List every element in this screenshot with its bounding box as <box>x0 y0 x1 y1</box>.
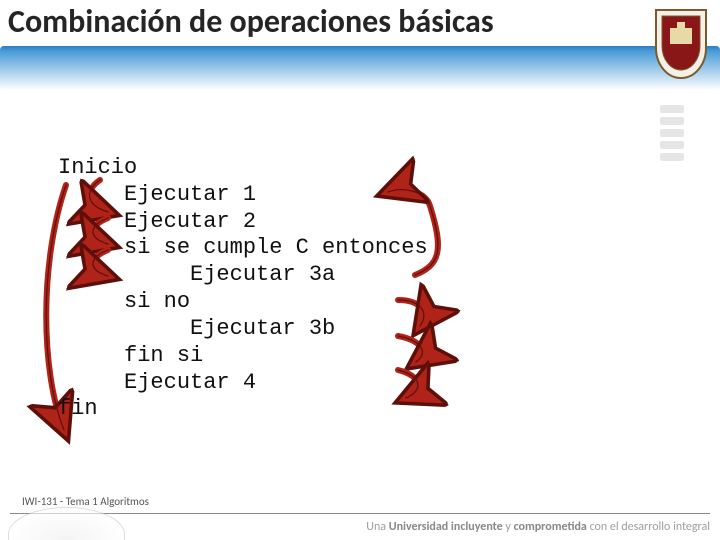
code-line: Ejecutar 3a <box>58 262 335 287</box>
course-footer: IWI-131 - Tema 1 Algoritmos <box>22 495 149 508</box>
header-band <box>0 46 720 90</box>
code-line: Inicio <box>58 155 137 180</box>
tagline-text: Una <box>366 520 388 534</box>
code-line: fin si <box>58 343 203 368</box>
code-line: si no <box>58 289 190 314</box>
code-line: Ejecutar 3b <box>58 316 335 341</box>
code-line: fin <box>58 396 98 421</box>
tagline-text: y <box>503 520 514 534</box>
code-line: Ejecutar 2 <box>58 209 256 234</box>
footer-divider <box>10 513 710 514</box>
decorative-arc <box>8 507 125 540</box>
university-crest-icon <box>652 4 710 82</box>
decorative-dots <box>660 105 690 165</box>
pseudocode-block: Inicio Ejecutar 1 Ejecutar 2 si se cumpl… <box>58 155 428 423</box>
code-line: si se cumple C entonces <box>58 235 428 260</box>
slide: Combinación de operaciones básicas <box>0 0 720 540</box>
page-title: Combinación de operaciones básicas <box>8 0 638 39</box>
tagline-bold: comprometida <box>514 520 587 534</box>
tagline-bold: Universidad incluyente <box>389 520 503 534</box>
code-line: Ejecutar 1 <box>58 182 256 207</box>
tagline: Una Universidad incluyente y comprometid… <box>366 520 710 534</box>
code-line: Ejecutar 4 <box>58 370 256 395</box>
tagline-text: con el desarrollo integral <box>587 520 710 534</box>
